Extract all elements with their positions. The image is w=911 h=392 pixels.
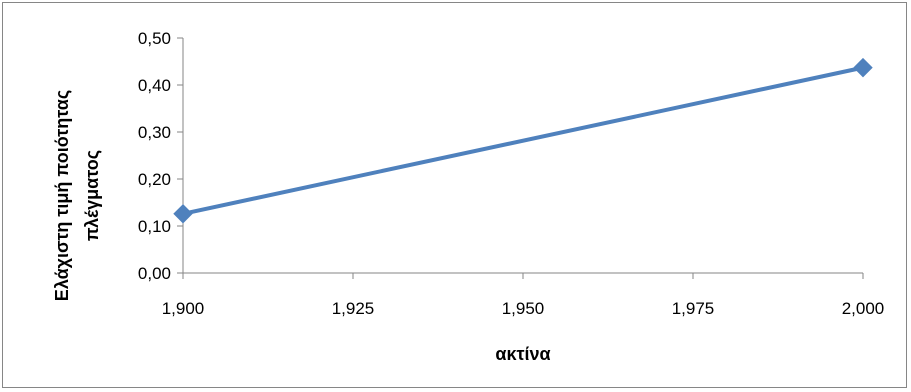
y-tick-label: 0,30 <box>138 123 171 142</box>
x-tick-label: 2,000 <box>842 299 885 318</box>
data-point-marker <box>173 204 193 224</box>
chart-area <box>2 2 907 388</box>
data-point-marker <box>853 57 873 78</box>
y-axis-title-line-2: πλέγματος <box>82 150 102 241</box>
x-tick-label: 1,925 <box>332 299 375 318</box>
x-axis-title: ακτίνα <box>495 344 550 364</box>
axis-titles: ακτίνα Ελάχιστη τιμή ποιότητας πλέγματος <box>52 90 551 364</box>
y-tick-label: 0,10 <box>138 217 171 236</box>
y-axis-title-line-1: Ελάχιστη τιμή ποιότητας <box>52 90 72 301</box>
series-line <box>181 65 865 216</box>
tick-labels: 0,00 0,10 0,20 0,30 0,40 0,50 1,900 1,925 1,950 1… <box>138 29 884 318</box>
x-tick-label: 1,900 <box>162 299 205 318</box>
x-tick-label: 1,975 <box>672 299 715 318</box>
series-layer <box>173 57 873 224</box>
y-tick-label: 0,50 <box>138 29 171 48</box>
x-tick-label: 1,950 <box>502 299 545 318</box>
y-tick-label: 0,20 <box>138 170 171 189</box>
y-tick-label: 0,40 <box>138 76 171 95</box>
y-tick-label: 0,00 <box>138 264 171 283</box>
axes <box>177 37 864 279</box>
